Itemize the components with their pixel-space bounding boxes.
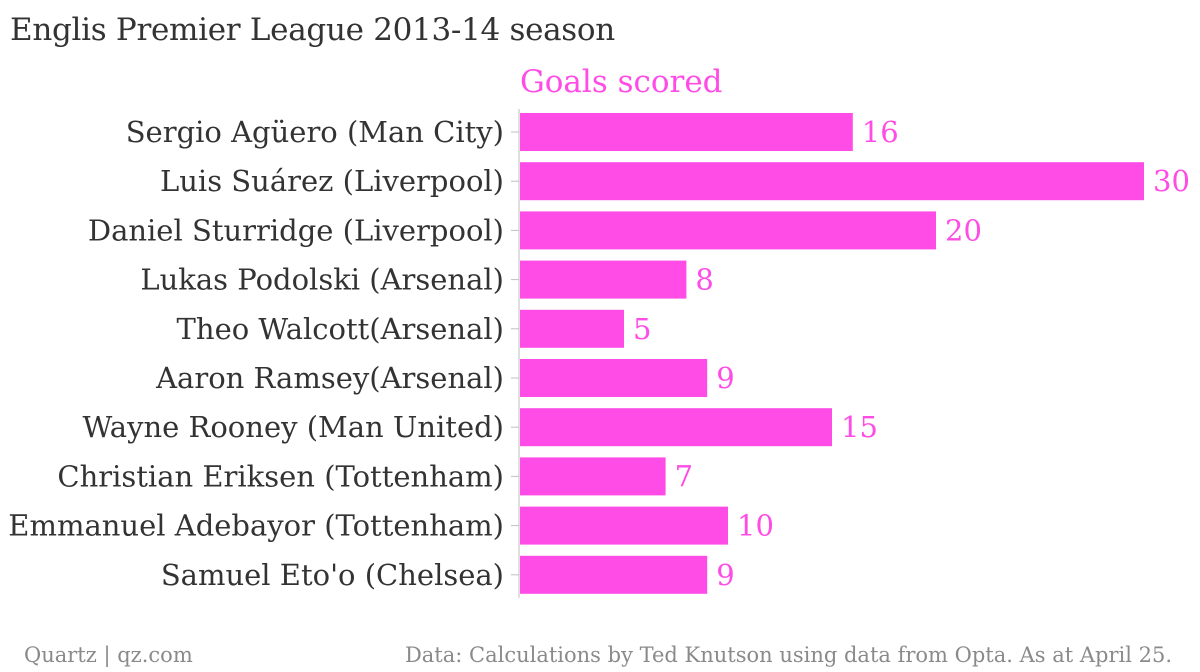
bar-value-label: 16 [862, 115, 899, 149]
bar-value-label: 20 [945, 213, 982, 247]
bar [520, 555, 708, 594]
bar [520, 457, 666, 496]
footer-source-brand: Quartz | qz.com [24, 643, 193, 667]
category-label: Theo Walcott(Arsenal) [177, 312, 504, 346]
bar-value-label: 10 [737, 509, 774, 543]
category-label: Samuel Eto'o (Chelsea) [161, 558, 504, 592]
category-label: Sergio Agüero (Man City) [126, 115, 504, 149]
category-label: Luis Suárez (Liverpool) [160, 164, 504, 198]
chart-title: Englis Premier League 2013-14 season [10, 12, 615, 48]
category-label: Daniel Sturridge (Liverpool) [88, 213, 504, 247]
category-label: Lukas Podolski (Arsenal) [140, 263, 504, 297]
category-label: Emmanuel Adebayor (Tottenham) [8, 509, 504, 543]
series-label-goals-scored: Goals scored [520, 64, 723, 100]
bar-value-label: 15 [841, 410, 878, 444]
bar [520, 408, 832, 447]
bar-value-label: 5 [633, 312, 651, 346]
bar [520, 113, 853, 151]
bar [520, 211, 936, 250]
bar-value-label: 9 [716, 558, 734, 592]
footer-data-credit: Data: Calculations by Ted Knutson using … [404, 643, 1172, 667]
category-label: Aaron Ramsey(Arsenal) [155, 361, 504, 395]
bar-value-label: 7 [675, 459, 693, 493]
bar-value-label: 30 [1153, 164, 1190, 198]
bar [520, 162, 1144, 201]
category-label: Christian Eriksen (Tottenham) [57, 459, 504, 493]
bar [520, 309, 624, 348]
bar [520, 260, 687, 299]
bar [520, 506, 728, 545]
bar [520, 359, 708, 397]
bar-value-label: 8 [695, 263, 713, 297]
category-label: Wayne Rooney (Man United) [83, 410, 505, 444]
bar-value-label: 9 [716, 361, 734, 395]
